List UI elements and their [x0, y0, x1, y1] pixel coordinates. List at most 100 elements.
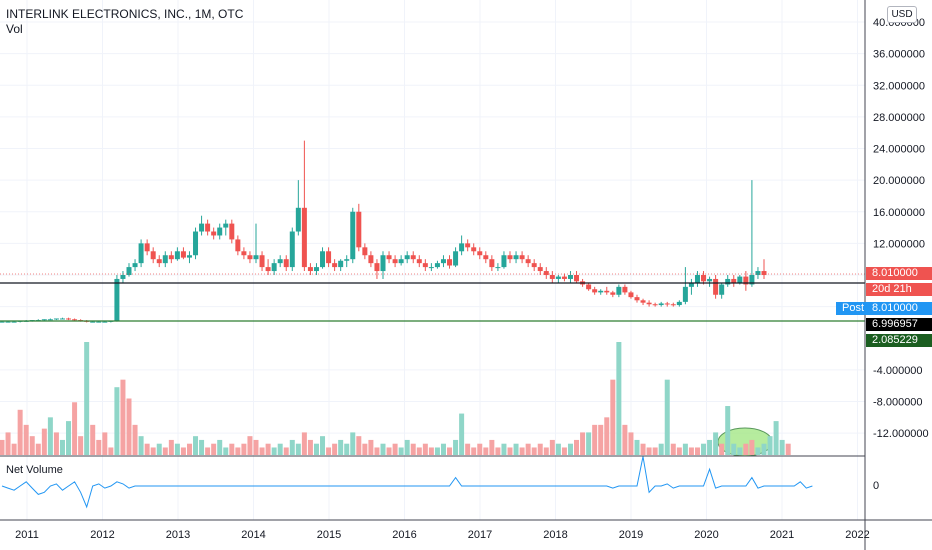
- candle-body[interactable]: [265, 267, 271, 272]
- candle-body[interactable]: [0, 321, 5, 323]
- candle-body[interactable]: [598, 290, 604, 293]
- candle-body[interactable]: [41, 319, 47, 321]
- candle-body[interactable]: [301, 207, 307, 268]
- candle-body[interactable]: [235, 239, 241, 252]
- candle-body[interactable]: [646, 302, 652, 305]
- candle-body[interactable]: [217, 227, 223, 236]
- candle-body[interactable]: [211, 231, 217, 236]
- candle-body[interactable]: [138, 243, 144, 264]
- candle-body[interactable]: [658, 303, 664, 306]
- candle-body[interactable]: [731, 278, 737, 283]
- candle-body[interactable]: [132, 263, 138, 268]
- candle-body[interactable]: [471, 247, 477, 252]
- candle-body[interactable]: [525, 259, 531, 264]
- candle-body[interactable]: [761, 271, 767, 275]
- candle-body[interactable]: [574, 275, 580, 282]
- candle-body[interactable]: [483, 255, 489, 260]
- candle-body[interactable]: [447, 259, 453, 266]
- candle-body[interactable]: [102, 321, 108, 323]
- candle-body[interactable]: [404, 255, 410, 260]
- candle-body[interactable]: [610, 292, 616, 295]
- candle-body[interactable]: [489, 259, 495, 268]
- candle-body[interactable]: [338, 260, 344, 268]
- candle-body[interactable]: [47, 319, 53, 321]
- candle-body[interactable]: [295, 207, 301, 232]
- candle-body[interactable]: [59, 318, 65, 320]
- candle-body[interactable]: [453, 251, 459, 266]
- candle-body[interactable]: [688, 282, 694, 287]
- candle-body[interactable]: [543, 271, 549, 275]
- candle-body[interactable]: [271, 263, 277, 272]
- candle-body[interactable]: [277, 259, 283, 264]
- candle-body[interactable]: [495, 267, 501, 269]
- candle-body[interactable]: [289, 231, 295, 268]
- candle-body[interactable]: [180, 251, 186, 258]
- candle-body[interactable]: [386, 255, 392, 260]
- candle-body[interactable]: [320, 251, 326, 268]
- candle-body[interactable]: [150, 251, 156, 260]
- candle-body[interactable]: [634, 297, 640, 301]
- candle-body[interactable]: [459, 243, 465, 252]
- candle-body[interactable]: [90, 321, 96, 323]
- candle-body[interactable]: [307, 267, 313, 272]
- candle-body[interactable]: [604, 290, 610, 293]
- candle-body[interactable]: [664, 303, 670, 305]
- candle-body[interactable]: [223, 223, 229, 228]
- candle-body[interactable]: [501, 255, 507, 268]
- candle-body[interactable]: [555, 276, 561, 279]
- candle-body[interactable]: [114, 278, 120, 321]
- candle-body[interactable]: [5, 321, 11, 323]
- candle-body[interactable]: [719, 284, 725, 295]
- candle-body[interactable]: [513, 255, 519, 260]
- candle-body[interactable]: [96, 321, 102, 323]
- candle-body[interactable]: [398, 259, 404, 264]
- candle-body[interactable]: [326, 251, 332, 264]
- candle-body[interactable]: [561, 276, 567, 279]
- candle-body[interactable]: [549, 275, 555, 279]
- candle-body[interactable]: [205, 223, 211, 232]
- candle-body[interactable]: [53, 318, 59, 320]
- candle-body[interactable]: [174, 251, 180, 260]
- candle-body[interactable]: [186, 255, 192, 258]
- candle-body[interactable]: [737, 276, 743, 283]
- candle-body[interactable]: [422, 263, 428, 268]
- candle-body[interactable]: [586, 284, 592, 290]
- candle-body[interactable]: [283, 259, 289, 268]
- candle-body[interactable]: [519, 255, 525, 260]
- candle-body[interactable]: [193, 231, 199, 256]
- candle-body[interactable]: [428, 267, 434, 269]
- candle-body[interactable]: [72, 319, 78, 321]
- candle-body[interactable]: [477, 251, 483, 256]
- candle-body[interactable]: [465, 243, 471, 248]
- candle-body[interactable]: [162, 255, 168, 264]
- candle-body[interactable]: [531, 263, 537, 268]
- candle-body[interactable]: [707, 278, 713, 282]
- candle-body[interactable]: [676, 301, 682, 306]
- candle-body[interactable]: [356, 211, 362, 248]
- candle-body[interactable]: [241, 251, 247, 256]
- candle-body[interactable]: [259, 255, 265, 268]
- candle-body[interactable]: [743, 276, 749, 285]
- candle-body[interactable]: [713, 278, 719, 295]
- candle-body[interactable]: [701, 275, 707, 282]
- candle-body[interactable]: [652, 304, 658, 306]
- candle-body[interactable]: [640, 300, 646, 303]
- candle-body[interactable]: [332, 263, 338, 268]
- candle-body[interactable]: [507, 255, 513, 260]
- candle-body[interactable]: [380, 255, 386, 272]
- candle-body[interactable]: [362, 247, 368, 256]
- candle-body[interactable]: [120, 275, 126, 279]
- candle-body[interactable]: [344, 259, 350, 261]
- candle-body[interactable]: [247, 255, 253, 260]
- candle-body[interactable]: [168, 255, 174, 260]
- candle-body[interactable]: [313, 267, 319, 272]
- candle-body[interactable]: [670, 304, 676, 306]
- candle-body[interactable]: [253, 255, 259, 260]
- currency-button[interactable]: USD: [887, 6, 917, 23]
- candle-body[interactable]: [368, 255, 374, 264]
- candle-body[interactable]: [156, 259, 162, 264]
- candle-body[interactable]: [749, 275, 755, 285]
- candle-body[interactable]: [537, 267, 543, 272]
- candle-body[interactable]: [616, 286, 622, 295]
